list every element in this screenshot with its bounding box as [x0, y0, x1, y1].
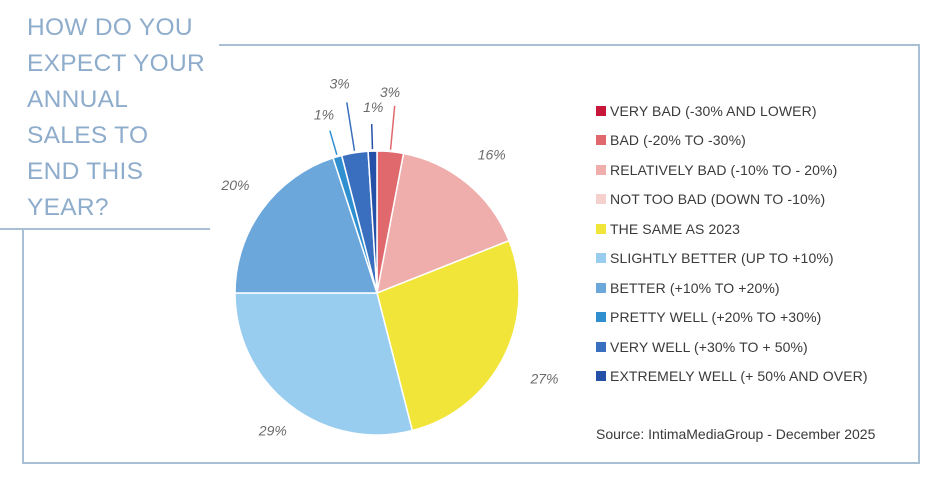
pie-data-label: 3% [380, 84, 400, 100]
source-note: Source: IntimaMediaGroup - December 2025 [596, 426, 876, 442]
pie-data-label: 29% [258, 422, 287, 438]
legend-label: EXTREMELY WELL (+ 50% AND OVER) [610, 368, 868, 385]
legend-item-extremely-well: EXTREMELY WELL (+ 50% AND OVER) [596, 362, 868, 392]
title-line: END THIS [27, 158, 144, 185]
title-line: HOW DO YOU [27, 14, 193, 41]
frame-bottom-border [22, 462, 920, 464]
pie-labels: 3%16%27%29%20%1%3%1% [220, 76, 558, 439]
frame-left-border [22, 228, 24, 464]
legend-item-very-bad: VERY BAD (-30% AND LOWER) [596, 96, 868, 126]
legend: VERY BAD (-30% AND LOWER) BAD (-20% TO -… [596, 96, 868, 391]
label-leader-line [389, 105, 396, 150]
legend-swatch [596, 105, 606, 116]
frame-right-border [918, 44, 920, 464]
title-line: SALES TO [27, 122, 149, 149]
legend-swatch [596, 253, 606, 264]
legend-label: SLIGHTLY BETTER (UP TO +10%) [610, 250, 834, 267]
pie-slice [234, 292, 414, 436]
legend-item-better: BETTER (+10% TO +20%) [596, 273, 868, 303]
pie-slices [234, 150, 520, 436]
legend-swatch [596, 371, 606, 382]
legend-swatch [596, 312, 606, 323]
title-line: ANNUAL [27, 86, 129, 113]
legend-swatch [596, 282, 606, 293]
legend-item-bad: BAD (-20% TO -30%) [596, 126, 868, 156]
pie-data-label: 1% [363, 99, 383, 115]
legend-label: BETTER (+10% TO +20%) [610, 279, 780, 296]
legend-label: VERY BAD (-30% AND LOWER) [610, 102, 817, 119]
label-leader-line [370, 124, 374, 150]
pie-slice [367, 150, 378, 294]
legend-swatch [596, 223, 606, 234]
pie-data-label: 27% [529, 370, 558, 386]
pie-data-label: 20% [220, 177, 249, 193]
legend-swatch [596, 135, 606, 146]
legend-label: PRETTY WELL (+20% TO +30%) [610, 309, 822, 326]
legend-item-pretty-well: PRETTY WELL (+20% TO +30%) [596, 303, 868, 333]
legend-label: BAD (-20% TO -30%) [610, 132, 746, 149]
pie-data-label: 1% [314, 106, 334, 122]
title-underline [0, 228, 210, 230]
legend-item-relatively-bad: RELATIVELY BAD (-10% TO - 20%) [596, 155, 868, 185]
legend-swatch [596, 164, 606, 175]
pie-data-label: 16% [478, 146, 506, 162]
frame-top-border [219, 44, 920, 46]
legend-swatch [596, 341, 606, 352]
pie-slice [234, 157, 379, 294]
legend-item-very-well: VERY WELL (+30% TO + 50%) [596, 332, 868, 362]
label-leader-line [329, 130, 338, 155]
legend-label: THE SAME AS 2023 [610, 220, 740, 237]
legend-item-same: THE SAME AS 2023 [596, 214, 868, 244]
chart-title: HOW DO YOU EXPECT YOUR ANNUAL SALES TO E… [27, 10, 227, 226]
legend-label: VERY WELL (+30% TO + 50%) [610, 338, 808, 355]
label-leader-line [346, 102, 356, 151]
title-line: YEAR? [27, 194, 109, 221]
legend-label: NOT TOO BAD (DOWN TO -10%) [610, 191, 826, 208]
pie-data-label: 3% [330, 76, 350, 92]
title-line: EXPECT YOUR [27, 50, 206, 77]
legend-item-slightly-better: SLIGHTLY BETTER (UP TO +10%) [596, 244, 868, 274]
pie-slice [376, 239, 520, 432]
pie-slice [376, 152, 511, 295]
legend-swatch [596, 194, 606, 205]
legend-label: RELATIVELY BAD (-10% TO - 20%) [610, 161, 838, 178]
legend-item-not-too-bad: NOT TOO BAD (DOWN TO -10%) [596, 185, 868, 215]
